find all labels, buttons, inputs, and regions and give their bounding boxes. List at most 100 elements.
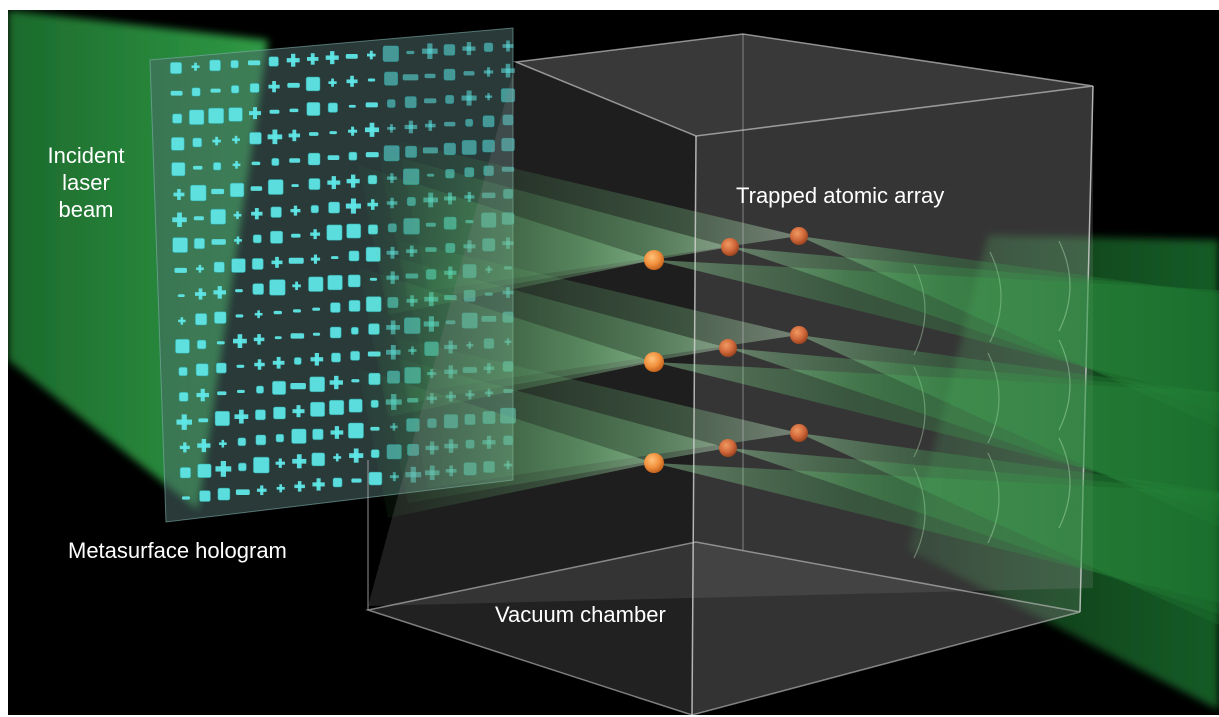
- pillar-bar: [251, 161, 261, 166]
- pillar-cross: [369, 122, 375, 137]
- pillar-cross: [275, 256, 279, 268]
- pillar-block: [253, 456, 270, 474]
- pillar-cross: [221, 439, 225, 448]
- pillar-cross: [331, 176, 336, 190]
- pillar-block: [346, 223, 362, 239]
- pillar-cross: [316, 478, 321, 491]
- pillar-block: [307, 152, 321, 166]
- pillar-block: [347, 274, 361, 288]
- pillar-bar: [193, 216, 204, 221]
- pillar-block: [348, 299, 361, 312]
- pillar-cross: [180, 317, 184, 325]
- pillar-cross: [330, 51, 335, 65]
- pillar-cross: [427, 43, 433, 59]
- pillar-bar: [365, 152, 379, 158]
- pillar-block: [308, 276, 324, 292]
- pillar-cross: [278, 458, 282, 468]
- pillar-block: [271, 157, 280, 166]
- pillar-block: [190, 184, 207, 202]
- atom: [644, 453, 664, 473]
- pillar-cross: [235, 160, 238, 169]
- pillar-bar: [216, 341, 225, 345]
- pillar-cross: [200, 388, 205, 402]
- pillar-block: [311, 452, 326, 467]
- pillar-bar: [406, 50, 415, 55]
- pillar-block: [172, 113, 183, 124]
- pillar-bar: [463, 71, 475, 76]
- pillar-bar: [211, 188, 225, 195]
- pillar-block: [213, 261, 225, 273]
- focusing-cone: [398, 141, 799, 291]
- pillar-bar: [235, 314, 244, 318]
- pillar-bar: [291, 233, 301, 238]
- pillar-bar: [312, 307, 321, 311]
- pillar-block: [310, 401, 326, 417]
- pillar-block: [178, 366, 188, 377]
- pillar-cross: [331, 78, 334, 87]
- pillar-bar: [351, 478, 362, 483]
- pillar-block: [271, 380, 287, 395]
- pillar-cross: [293, 205, 298, 216]
- pillar-block: [267, 179, 284, 195]
- pillar-cross: [350, 174, 356, 188]
- incident-laser-beam-label: Incident laser beam: [40, 142, 132, 223]
- focusing-cone: [398, 338, 799, 488]
- focusing-cone: [398, 240, 799, 390]
- atom: [790, 326, 808, 344]
- pillar-block: [230, 85, 240, 94]
- pillar-block: [305, 76, 321, 92]
- pillar-cross: [183, 442, 187, 453]
- pillar-block: [249, 82, 260, 93]
- pillar-bar: [367, 78, 376, 82]
- pillar-block: [194, 313, 208, 326]
- pillar-block: [252, 283, 265, 295]
- wavefront-arc: [1058, 240, 1071, 332]
- pillar-bar: [365, 102, 378, 108]
- pillar-bar: [273, 310, 282, 315]
- pillar-block: [270, 230, 284, 244]
- pillar-block: [293, 357, 302, 365]
- pillar-cross: [272, 129, 278, 145]
- pillar-block: [502, 114, 514, 126]
- pillar-cross: [297, 481, 302, 492]
- pillar-block: [350, 350, 361, 361]
- pillar-cross: [181, 414, 187, 430]
- pillar-bar: [250, 186, 263, 191]
- pillar-block: [273, 406, 286, 420]
- pillar-block: [445, 94, 455, 104]
- pillar-block: [237, 437, 247, 447]
- pillar-bar: [177, 294, 185, 298]
- pillar-block: [255, 385, 264, 394]
- pillar-cross: [390, 124, 393, 133]
- pillar-cross: [239, 409, 244, 424]
- pillar-bar: [330, 256, 339, 260]
- pillar-block: [384, 71, 398, 86]
- pillar-block: [171, 162, 186, 177]
- pillar-block: [350, 326, 359, 335]
- pillar-bar: [211, 239, 226, 245]
- atom: [719, 339, 737, 357]
- pillar-bar: [345, 53, 358, 59]
- pillar-block: [348, 151, 358, 161]
- pillar-cross: [334, 426, 340, 439]
- pillar-bar: [351, 379, 360, 383]
- atom: [721, 238, 739, 256]
- pillar-cross: [257, 334, 261, 345]
- pillar-cross: [276, 356, 281, 369]
- pillar-bar: [170, 90, 183, 96]
- atom: [790, 227, 808, 245]
- pillar-block: [483, 42, 494, 52]
- pillar-bar: [292, 309, 301, 313]
- focusing-cones: [358, 141, 799, 518]
- pillar-cross: [254, 207, 259, 220]
- pillar-block: [328, 399, 345, 416]
- pillar-cross: [194, 62, 197, 71]
- pillar-block: [230, 59, 239, 69]
- pillar-block: [309, 376, 326, 393]
- pillar-cross: [291, 53, 296, 67]
- pillar-cross: [314, 352, 319, 366]
- pillar-cross: [313, 229, 317, 240]
- pillar-block: [465, 118, 474, 127]
- wavefront-arc: [1058, 339, 1071, 431]
- diverging-beams: [654, 236, 1219, 625]
